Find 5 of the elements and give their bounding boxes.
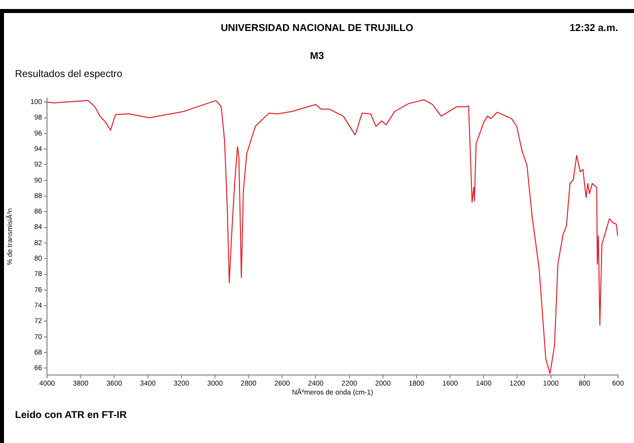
text: Leido con ATR en FT-IR xyxy=(15,410,127,421)
text: 12:32 a.m. xyxy=(570,23,618,34)
chart-title: UNIVERSIDAD NACIONAL DE TRUJILLO xyxy=(220,23,414,34)
text: Resultados del espectro xyxy=(15,69,122,80)
chart-subtitle: M3 xyxy=(309,51,325,62)
